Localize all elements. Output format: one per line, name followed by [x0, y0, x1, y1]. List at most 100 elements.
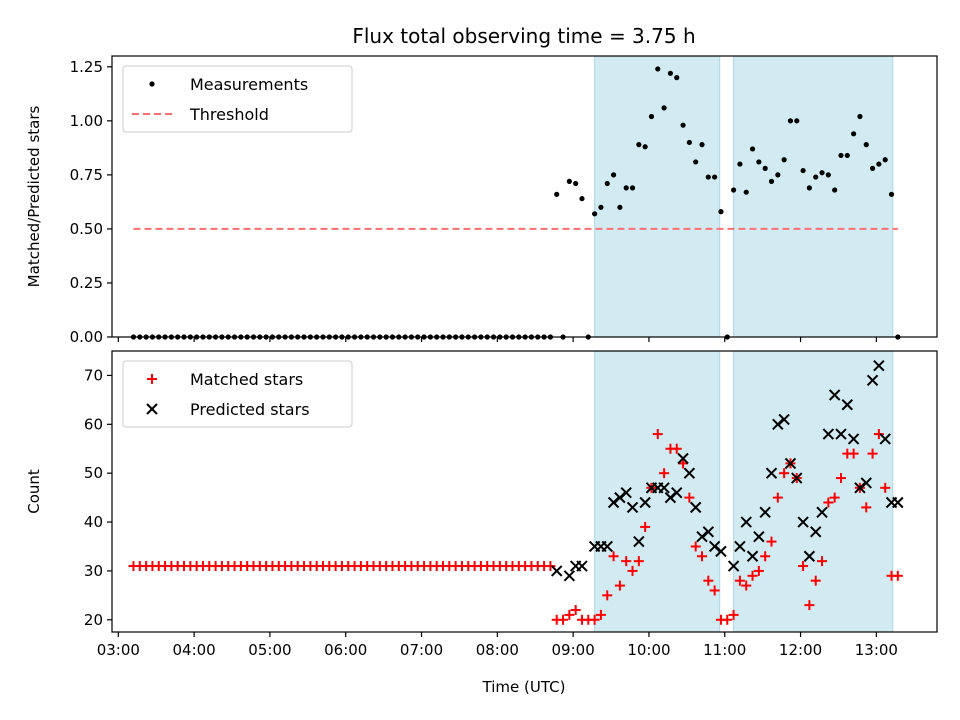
matched-stars-point: [570, 605, 581, 616]
x-marker-b: [822, 428, 835, 440]
predicted-stars-point: [803, 550, 816, 562]
y-tick-label: 0.25: [70, 274, 103, 292]
x-marker-b: [854, 482, 866, 494]
matched-stars-point: [703, 575, 714, 586]
measurement-point: [819, 170, 825, 176]
measurement-point: [680, 122, 686, 128]
y-axis-title: Matched/Predicted stars: [25, 106, 43, 288]
predicted-stars-point: [614, 491, 626, 504]
measurement-point: [762, 165, 768, 171]
matched-stars-point: [798, 561, 809, 572]
matched-stars-point: [734, 575, 745, 586]
x-marker-b: [689, 501, 702, 514]
x-tick-label: 05:00: [248, 641, 291, 659]
predicted-stars-point: [816, 506, 828, 518]
x-marker-b: [860, 477, 872, 489]
predicted-stars-point: [563, 570, 576, 582]
x-marker-b: [696, 530, 708, 543]
x-marker-b: [614, 491, 626, 504]
measurement-point: [636, 142, 642, 148]
matched-stars-point: [627, 565, 638, 576]
x-tick-label: 11:00: [703, 641, 746, 659]
legend: Measurements Threshold: [122, 65, 353, 133]
measurement-point: [579, 196, 585, 202]
predicted-stars-point: [765, 467, 778, 479]
measurement-point: [693, 159, 699, 165]
measurement-point: [629, 185, 636, 191]
x-marker-b: [551, 565, 563, 577]
measurement-point: [610, 172, 617, 178]
measurement-point: [674, 75, 680, 81]
y-tick-label: 30: [84, 562, 103, 580]
predicted-stars-point: [664, 491, 677, 504]
legend-box: [122, 65, 353, 133]
predicted-stars-point: [626, 501, 639, 514]
legend: Matched stars Predicted stars: [122, 360, 353, 428]
x-marker-b: [772, 418, 784, 431]
predicted-stars-point: [772, 418, 784, 431]
observing-window-span: [733, 55, 894, 338]
predicted-stars-point: [551, 565, 563, 577]
predicted-stars-point: [689, 501, 702, 514]
measurement-point: [566, 178, 572, 184]
measurement-point: [617, 204, 623, 210]
measurement-point: [844, 152, 850, 159]
x-marker-b: [563, 570, 576, 582]
y-tick-label: 0.50: [70, 220, 103, 238]
measurement-point: [869, 165, 876, 171]
predicted-stars-point: [708, 540, 721, 553]
measurement-point: [756, 159, 762, 165]
measurement-point: [876, 161, 882, 167]
measurement-point: [592, 211, 598, 217]
measurement-point: [882, 157, 888, 163]
measurement-point: [730, 187, 737, 193]
x-tick-label: 03:00: [97, 641, 140, 659]
y-tick-label: 1.00: [70, 112, 103, 130]
matched-stars-point: [747, 570, 758, 581]
x-marker-b: [866, 374, 879, 387]
x-marker-b: [841, 399, 854, 411]
x-marker-b: [797, 516, 809, 528]
matched-stars-point: [867, 448, 878, 459]
predicted-stars-point: [639, 496, 651, 509]
predicted-stars-point: [727, 560, 740, 572]
predicted-stars-point: [677, 452, 689, 465]
matched-stars-point: [779, 468, 790, 479]
matched-stars-point: [892, 570, 903, 581]
matched-stars-point: [728, 609, 739, 620]
measurement-point: [667, 70, 674, 76]
measurement-point: [794, 118, 800, 124]
matched-stars-point: [772, 492, 783, 503]
legend-entry-label: Threshold: [189, 105, 269, 124]
x-marker-b: [759, 506, 771, 518]
x-marker-b: [607, 496, 620, 509]
measurement-point: [623, 185, 629, 191]
matched-stars-point: [741, 580, 752, 591]
matched-stars-point: [829, 492, 840, 503]
measurement-point: [642, 144, 648, 150]
measurement-point: [857, 113, 863, 120]
measurement-point: [648, 113, 655, 120]
matched-stars-point: [722, 614, 733, 625]
x-tick-label: 06:00: [324, 641, 367, 659]
top-panel: 0.00 0.25 0.50 0.75 1.00 1.25 Matched/Predicte…: [25, 55, 938, 346]
x-tick-label: 13:00: [855, 641, 898, 659]
predicted-stars-point: [759, 506, 771, 518]
y-tick-label: 40: [84, 513, 103, 531]
x-tick-label: 09:00: [552, 641, 595, 659]
matched-stars-point: [804, 600, 815, 611]
x-marker-b: [715, 545, 727, 558]
x-marker-b: [677, 452, 689, 465]
predicted-stars-point: [715, 545, 727, 558]
matched-stars-point: [760, 551, 771, 562]
measurement-point: [787, 118, 794, 124]
predicted-stars-point: [746, 550, 759, 562]
matched-stars-point: [697, 551, 708, 562]
matched-stars-point: [633, 556, 644, 567]
predicted-stars-point: [658, 482, 670, 494]
measurement-point: [661, 105, 667, 111]
x-marker-b: [702, 526, 715, 538]
observing-window-span: [733, 350, 894, 633]
x-marker-b: [746, 550, 759, 562]
matched-stars-point: [709, 585, 720, 596]
